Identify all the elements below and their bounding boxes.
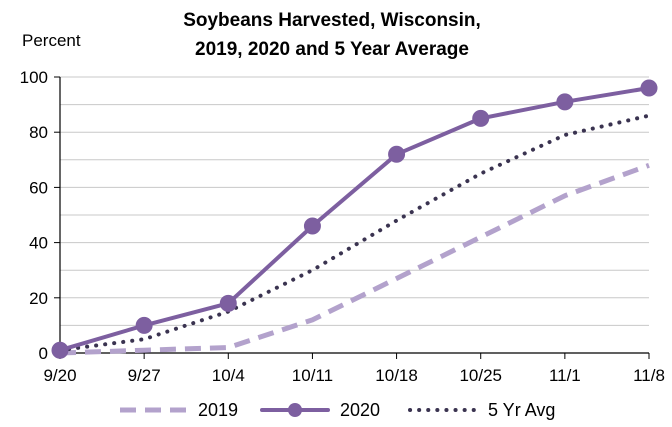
- legend-label: 5 Yr Avg: [488, 400, 555, 420]
- data-point-2020: [219, 294, 237, 312]
- legend-item-5-yr-avg: 5 Yr Avg: [408, 400, 555, 420]
- data-point-2020: [135, 316, 153, 334]
- data-point-2020: [51, 341, 69, 359]
- y-tick-label: 40: [29, 234, 48, 253]
- x-tick-label: 10/4: [212, 366, 245, 385]
- gridlines: [60, 76, 649, 326]
- y-tick-label: 0: [39, 344, 48, 363]
- legend-label: 2019: [198, 400, 238, 420]
- y-tick-label: 60: [29, 178, 48, 197]
- y-axis-label: Percent: [22, 31, 81, 50]
- data-point-2020: [388, 145, 406, 163]
- x-tick-label: 10/25: [459, 366, 502, 385]
- legend-item-2019: 2019: [120, 400, 238, 420]
- legend-label: 2020: [340, 400, 380, 420]
- y-tick-label: 100: [20, 68, 48, 87]
- x-tick-label: 11/8: [633, 366, 665, 385]
- series-line-5-yr-avg: [58, 113, 651, 353]
- legend-marker: [288, 403, 302, 417]
- data-point-2020: [472, 109, 490, 127]
- chart-title-line-1: Soybeans Harvested, Wisconsin,: [183, 10, 481, 31]
- y-tick-labels: 0 20 40 60 80 100: [20, 68, 48, 363]
- series-line-2019: [59, 162, 650, 356]
- y-tick-label: 20: [29, 289, 48, 308]
- axes: [54, 76, 650, 359]
- data-point-2020: [303, 217, 321, 235]
- legend: 2019 2020 5 Yr Avg: [120, 400, 555, 420]
- series-line-2020: [58, 86, 651, 353]
- x-tick-label: 9/20: [43, 366, 76, 385]
- x-tick-label: 9/27: [128, 366, 161, 385]
- x-tick-label: 11/1: [549, 366, 581, 385]
- x-tick-labels: 9/20 9/27 10/4 10/11 10/18 10/25 11/1 11/8: [43, 366, 664, 385]
- y-tick-label: 80: [29, 123, 48, 142]
- series-lines: [51, 79, 658, 359]
- chart-title-line-2: 2019, 2020 and 5 Year Average: [195, 39, 469, 60]
- legend-item-2020: 2020: [260, 400, 380, 420]
- x-tick-label: 10/18: [375, 366, 418, 385]
- x-tick-label: 10/11: [292, 366, 333, 385]
- data-point-2020: [556, 93, 574, 111]
- data-point-2020: [640, 79, 658, 97]
